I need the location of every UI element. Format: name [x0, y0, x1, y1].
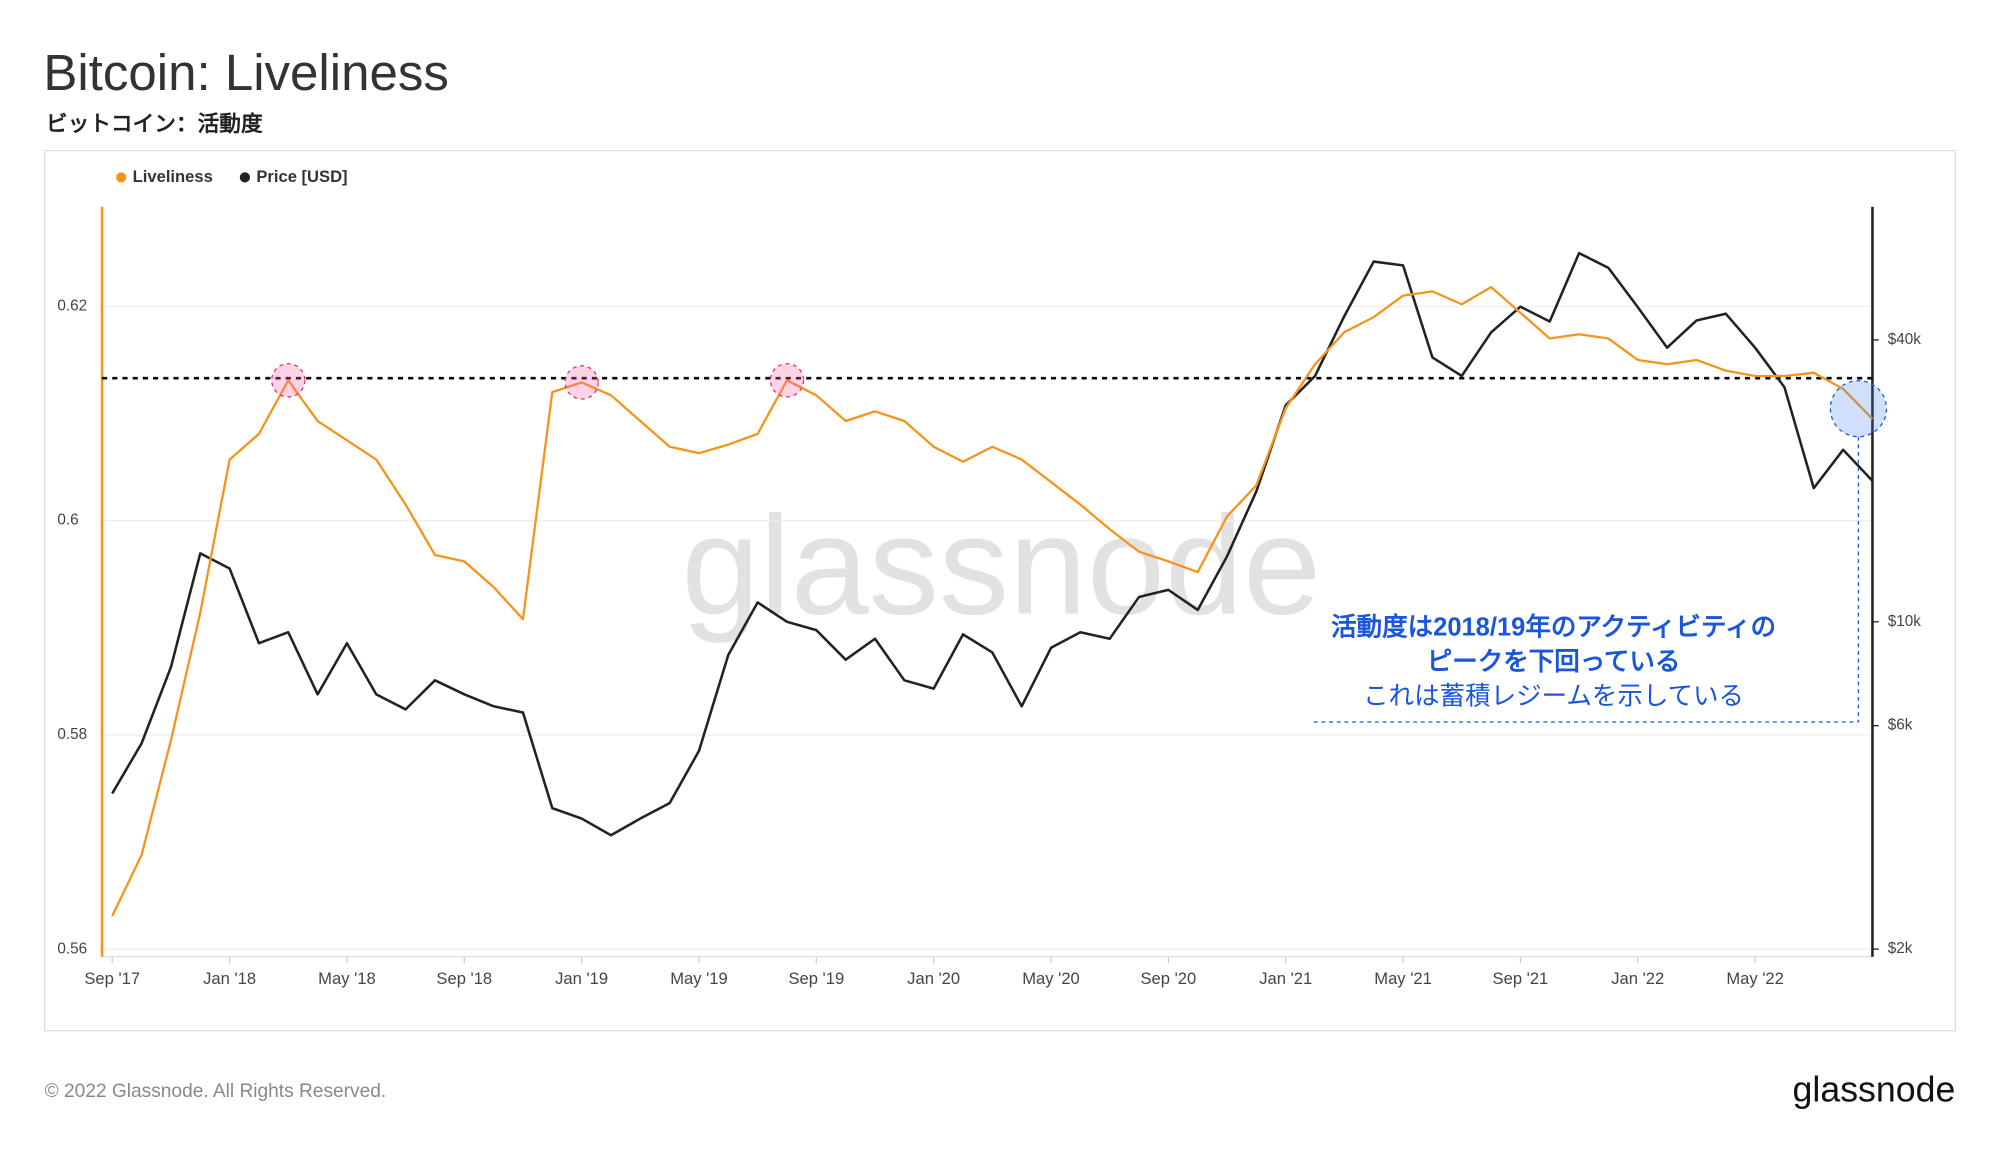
watermark: glassnode: [681, 487, 1321, 644]
peak-highlight: [271, 363, 306, 398]
legend-label: Price [USD]: [256, 167, 347, 186]
annotation: これは蓄積レジームを示している: [1363, 683, 1744, 711]
peak-highlight: [564, 365, 599, 400]
x-tick-label: May '22: [1726, 969, 1784, 988]
x-tick-label: May '21: [1374, 969, 1432, 988]
x-tick-label: Sep '18: [436, 969, 492, 988]
x-tick-label: Sep '20: [1141, 969, 1197, 988]
chart-title: Bitcoin: Liveliness: [43, 44, 449, 101]
x-tick-label: Jan '22: [1611, 969, 1664, 988]
y2-tick-label: $2k: [1888, 940, 1913, 957]
chart-panel: [44, 149, 1956, 1032]
series-line: [111, 251, 1874, 837]
annotation: ピークを下回っている: [1427, 648, 1681, 676]
x-tick-label: Jan '19: [555, 969, 608, 988]
x-tick-label: Sep '21: [1493, 969, 1549, 988]
x-tick-label: Sep '17: [84, 969, 140, 988]
chart-subtitle: ビットコイン：活動度: [46, 111, 263, 136]
legend: Liveliness Price [USD]: [116, 167, 348, 186]
x-tick-label: Sep '19: [788, 969, 844, 988]
y-tick-label: 0.58: [57, 726, 87, 743]
x-tick-label: May '20: [1022, 969, 1080, 988]
y2-tick-label: $6k: [1888, 717, 1913, 734]
footer: © 2022 Glassnode. All Rights Reserved.: [45, 1081, 387, 1102]
x-tick-label: Jan '21: [1259, 969, 1312, 988]
current-highlight: [1829, 379, 1888, 438]
x-tick-label: May '18: [318, 969, 376, 988]
x-tick-label: May '19: [670, 969, 728, 988]
y-tick-label: 0.6: [57, 512, 78, 529]
legend-label: Liveliness: [133, 167, 213, 186]
x-tick-label: Jan '20: [907, 969, 960, 988]
brand-logo: glassnode: [1793, 1069, 1956, 1109]
peak-highlight: [769, 363, 805, 398]
x-tick-label: Jan '18: [203, 969, 256, 988]
y2-tick-label: $10k: [1888, 613, 1922, 630]
y-tick-label: 0.62: [57, 297, 87, 314]
plot: 0.56 0.58 0.6 0.62 $2k $6k $10k $40k Sep '17 Jan …: [57, 167, 1921, 988]
y-tick-label: 0.56: [57, 940, 87, 957]
y2-tick-label: $40k: [1888, 331, 1922, 348]
series-line: [111, 285, 1874, 917]
legend-marker: [239, 172, 250, 183]
annotation: 活動度は2018/19年のアクティビティの: [1331, 613, 1776, 642]
legend-marker: [116, 172, 127, 183]
